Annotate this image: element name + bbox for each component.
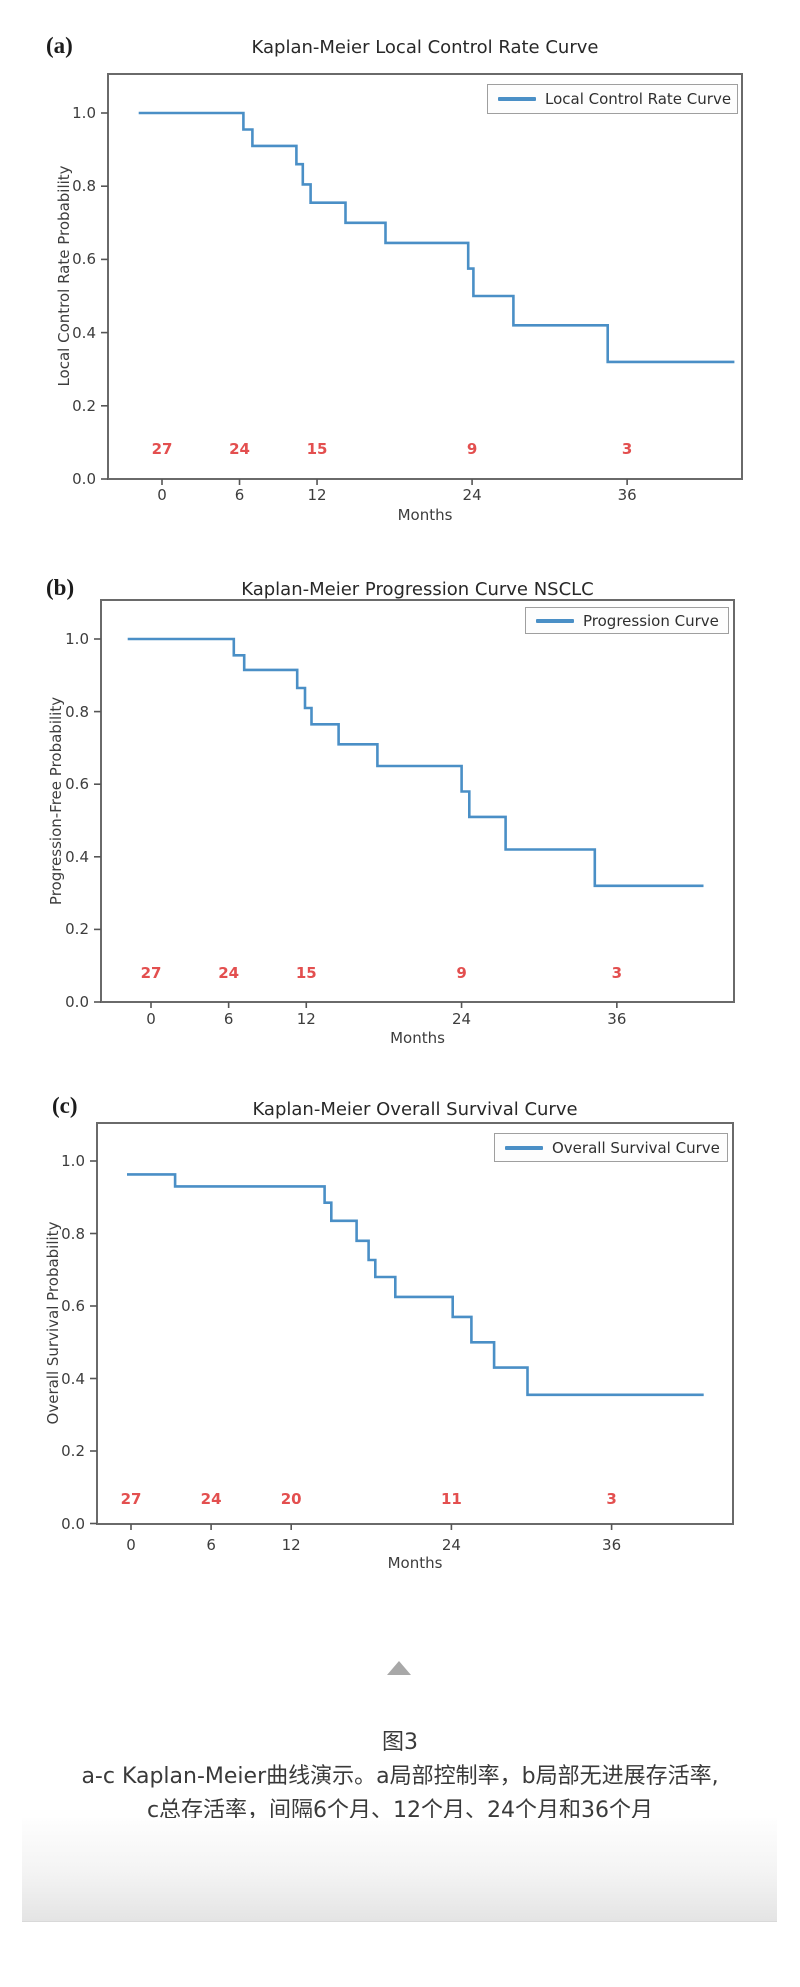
y-tick-label: 0.0 (61, 1514, 85, 1533)
x-tick-label: 12 (281, 1536, 301, 1554)
legend-label-a: Local Control Rate Curve (545, 90, 732, 108)
y-tick-label: 1.0 (65, 630, 89, 648)
panel-label-a: (a) (46, 33, 73, 58)
figure-caption-line-1: a-c Kaplan-Meier曲线演示。a局部控制率，b局部无进展存活率, (81, 1764, 719, 1789)
chart-title-c: Kaplan-Meier Overall Survival Curve (252, 1099, 578, 1120)
y-tick-label: 1.0 (61, 1152, 85, 1170)
at-risk-count: 9 (456, 964, 467, 982)
legend-label-c: Overall Survival Curve (552, 1138, 720, 1157)
at-risk-count: 3 (606, 1490, 617, 1508)
at-risk-count: 24 (218, 964, 240, 982)
at-risk-count: 3 (621, 440, 633, 458)
y-tick-label: 0.6 (65, 775, 89, 794)
x-axis-title-b: Months (390, 1029, 445, 1047)
y-tick-label: 0.4 (65, 847, 89, 866)
at-risk-count: 11 (440, 1490, 462, 1508)
x-tick-label: 24 (441, 1536, 461, 1554)
x-axis-title-c: Months (387, 1554, 443, 1572)
plot-border (107, 73, 743, 480)
x-tick-label: 36 (602, 1536, 622, 1554)
at-risk-count: 24 (200, 1490, 222, 1508)
x-tick-label: 6 (206, 1536, 216, 1554)
y-tick-label: 0.2 (61, 1442, 85, 1460)
km-chart-b (94, 599, 735, 1008)
footer-panel (22, 1818, 777, 1922)
y-tick-label: 0.4 (72, 323, 96, 342)
x-tick-label: 0 (126, 1536, 136, 1554)
x-tick-label: 12 (307, 486, 327, 504)
x-tick-label: 36 (607, 1010, 627, 1028)
x-tick-label: 24 (452, 1010, 472, 1028)
back-to-top-button[interactable] (387, 1661, 411, 1675)
x-tick-label: 6 (234, 486, 245, 504)
legend-label-b: Progression Curve (583, 611, 719, 630)
plot-border (96, 1122, 734, 1525)
at-risk-count: 3 (611, 964, 623, 982)
y-tick-label: 0.6 (61, 1297, 85, 1315)
x-tick-label: 36 (617, 486, 637, 504)
at-risk-count: 20 (280, 1490, 302, 1508)
km-chart-c (90, 1122, 734, 1530)
legend-b: Progression Curve (525, 607, 729, 634)
y-tick-label: 0.4 (61, 1369, 85, 1388)
y-tick-label: 0.0 (65, 993, 89, 1011)
x-tick-label: 6 (223, 1010, 234, 1028)
y-axis-title-b: Progression-Free Probability (47, 696, 65, 906)
y-tick-label: 0.0 (72, 470, 96, 488)
at-risk-count: 9 (466, 440, 478, 458)
y-tick-label: 0.8 (72, 177, 96, 196)
y-tick-label: 0.8 (65, 702, 89, 721)
legend-a: Local Control Rate Curve (487, 84, 738, 114)
legend-c: Overall Survival Curve (494, 1133, 728, 1162)
x-tick-label: 12 (296, 1010, 316, 1028)
plot-border (100, 599, 735, 1003)
at-risk-count: 24 (229, 440, 250, 458)
y-tick-label: 0.8 (61, 1224, 85, 1243)
up-triangle-icon (387, 1661, 411, 1675)
km-chart-a (101, 73, 743, 485)
at-risk-count: 27 (151, 440, 173, 458)
panel-label-b: (b) (46, 575, 75, 600)
at-risk-count: 27 (120, 1490, 142, 1508)
legend-line-sample-icon (505, 1145, 543, 1150)
legend-line-sample-icon (536, 618, 574, 623)
legend-line-sample-icon (498, 97, 536, 101)
chart-title-b: Kaplan-Meier Progression Curve NSCLC (241, 579, 594, 600)
y-axis-title-a: Local Control Rate Probability (55, 165, 73, 387)
y-axis-title-c: Overall Survival Probability (44, 1221, 62, 1425)
panel-label-c: (c) (52, 1093, 78, 1118)
x-tick-label: 24 (462, 486, 482, 504)
chart-title-a: Kaplan-Meier Local Control Rate Curve (251, 37, 599, 58)
km-curve (127, 1173, 704, 1397)
at-risk-count: 15 (295, 964, 317, 982)
km-curve (127, 637, 704, 888)
x-tick-label: 0 (146, 1010, 156, 1028)
at-risk-count: 27 (140, 964, 162, 982)
x-tick-label: 0 (157, 486, 167, 504)
y-tick-label: 0.6 (72, 250, 96, 269)
km-curve (138, 111, 735, 364)
figure-number: 图3 (382, 1730, 418, 1755)
y-tick-label: 1.0 (72, 104, 96, 122)
y-tick-label: 0.2 (72, 396, 96, 415)
y-tick-label: 0.2 (65, 920, 89, 939)
x-axis-title-a: Months (397, 506, 453, 524)
at-risk-count: 15 (306, 440, 328, 458)
